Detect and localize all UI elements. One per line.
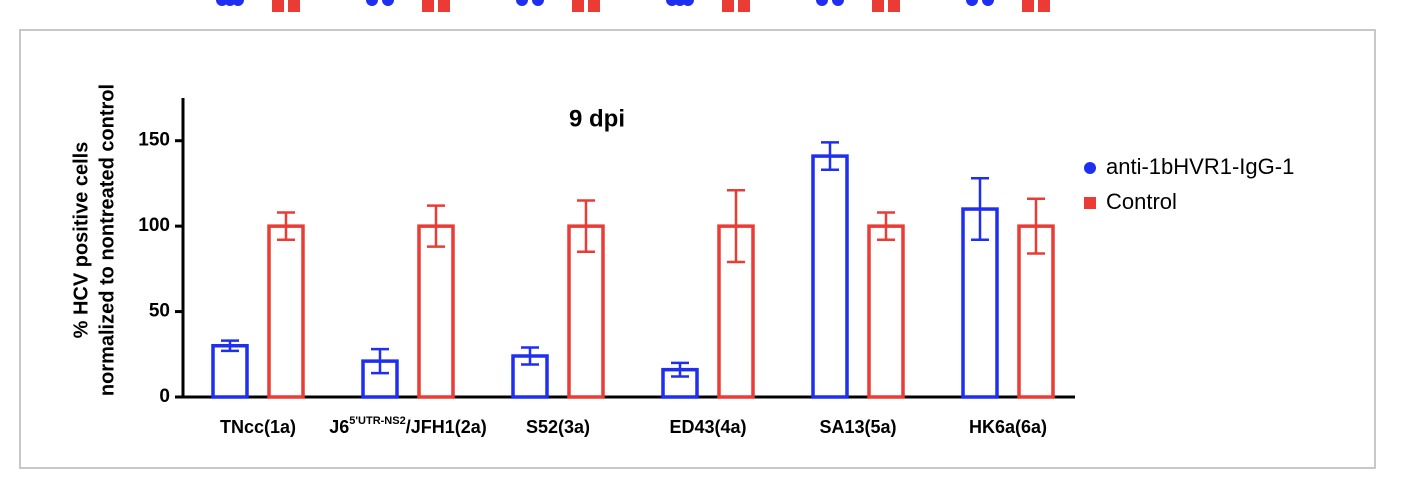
data-point [272,0,284,12]
bar [417,224,455,399]
data-point [682,0,694,6]
y-tick-label: 50 [149,301,170,322]
error-bar [1027,197,1045,255]
legend-marker [1084,162,1096,174]
x-tick-label: S52(3a) [526,417,590,437]
error-bar [877,211,895,242]
error-bar [521,346,539,366]
error-bar [221,339,239,353]
data-point [366,0,378,6]
data-point [1038,0,1050,12]
bar [511,354,549,399]
bar [867,224,905,399]
label-superscript: 5'UTR-NS2 [349,415,405,427]
y-tick-label: 150 [138,130,170,151]
error-bar [577,199,595,254]
error-bar [427,204,445,248]
data-point [816,0,828,6]
error-bar [971,177,989,242]
error-bar [821,141,839,172]
error-bar [277,211,295,242]
data-point [572,0,584,12]
bar [211,343,249,399]
data-point [1022,0,1034,12]
error-bar [671,361,689,378]
bar [267,224,305,399]
label-part: /JFH1(2a) [406,417,487,437]
data-point [738,0,750,12]
x-tick-label: TNcc(1a) [220,417,296,437]
data-point [832,0,844,6]
y-tick-label: 100 [138,215,170,236]
data-point [532,0,544,6]
y-axis-label: % HCV positive cells [70,142,92,339]
frame [19,29,1376,469]
legend-label: Control [1106,189,1177,214]
data-point [966,0,978,6]
data-point [872,0,884,12]
data-point [232,0,244,6]
bar [811,154,849,399]
chart-title: 9 dpi [569,105,625,132]
data-point [982,0,994,6]
y-tick-label: 0 [159,386,170,407]
legend-marker [1084,197,1096,209]
legend-label: anti-1bHVR1-IgG-1 [1106,154,1294,179]
label-part: J6 [329,417,349,437]
data-point [288,0,300,12]
x-tick-label: J65'UTR-NS2/JFH1(2a) [329,415,486,437]
x-tick-label: ED43(4a) [669,417,746,437]
data-point [516,0,528,6]
data-point [382,0,394,6]
bar [961,207,999,399]
x-tick-label: HK6a(6a) [969,417,1047,437]
x-tick-label: SA13(5a) [819,417,896,437]
bar [567,224,605,399]
error-bar [727,189,745,264]
data-point [888,0,900,12]
data-point [722,0,734,12]
data-point [438,0,450,12]
y-axis-label: normalized to nontreated control [96,84,118,396]
data-point [422,0,434,12]
data-point [588,0,600,12]
error-bar [371,347,389,375]
